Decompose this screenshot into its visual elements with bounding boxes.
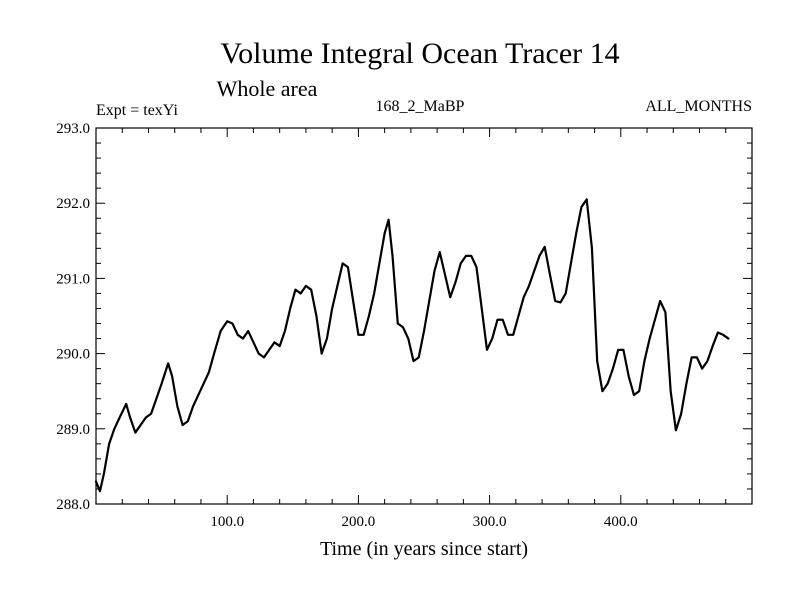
y-tick-label: 290.0: [56, 347, 90, 363]
x-axis: 100.0 200.0 300.0 400.0: [121, 128, 727, 530]
x-tick-label: 100.0: [210, 514, 244, 530]
chart-subtitle: Whole area: [217, 76, 318, 101]
y-tick-label: 291.0: [56, 271, 90, 287]
x-tick-label: 200.0: [342, 514, 376, 530]
experiment-label: Expt = texYi: [96, 102, 178, 119]
y-axis: 288.0 289.0 290.0 291.0 292.0 293.0: [56, 121, 752, 513]
period-label: 168_2_MaBP: [376, 98, 465, 115]
chart-title: Volume Integral Ocean Tracer 14: [220, 37, 619, 70]
series-line: [94, 198, 730, 493]
months-label: ALL_MONTHS: [645, 98, 752, 115]
x-tick-label: 400.0: [604, 514, 638, 530]
y-tick-label: 288.0: [56, 497, 90, 513]
y-tick-label: 292.0: [56, 196, 90, 212]
y-tick-label: 289.0: [56, 422, 90, 438]
x-tick-label: 300.0: [473, 514, 507, 530]
x-axis-label: Time (in years since start): [320, 538, 528, 560]
plot-frame: [95, 127, 753, 505]
y-tick-label: 293.0: [56, 121, 90, 137]
